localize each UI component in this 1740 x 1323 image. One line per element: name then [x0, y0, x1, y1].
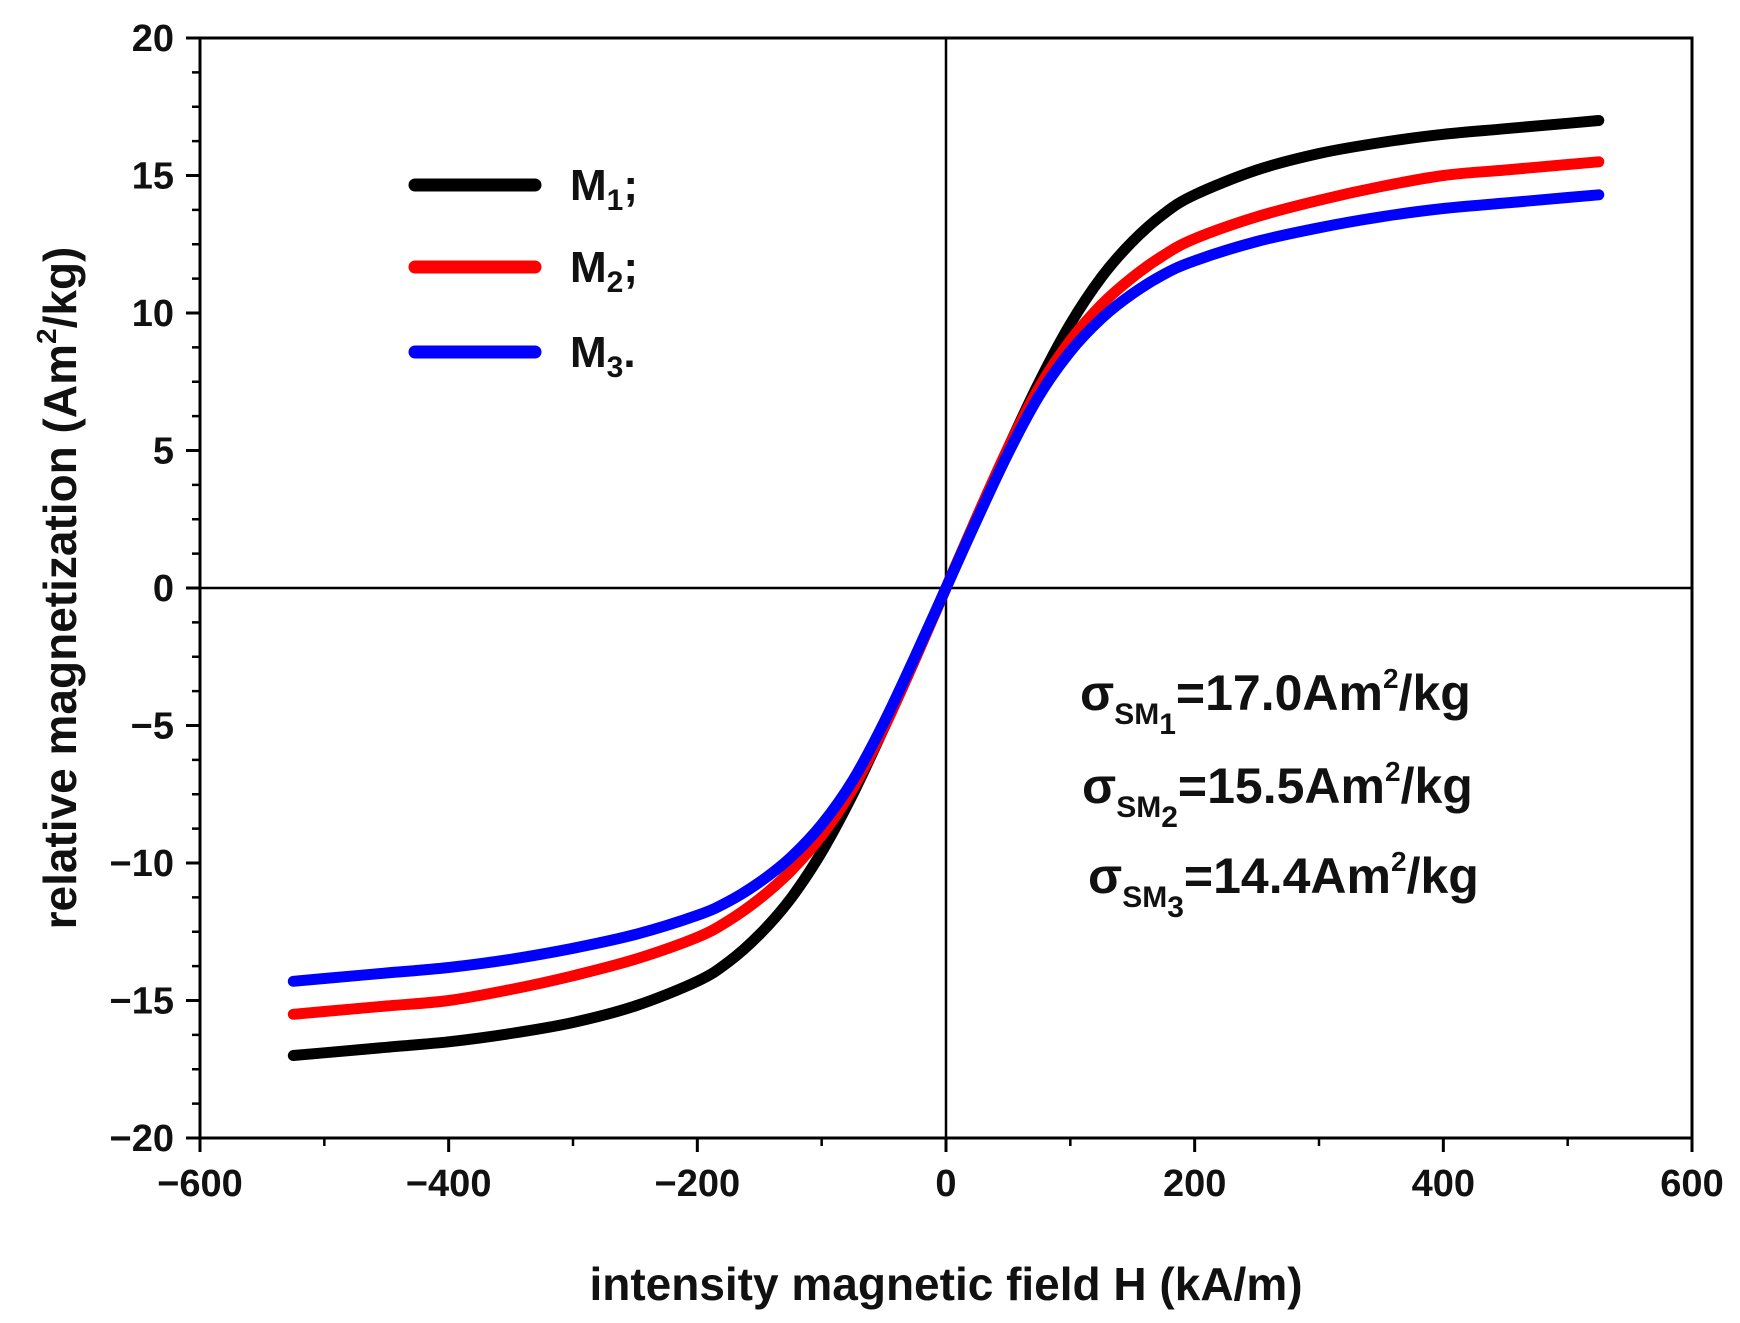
x-tick-label: 400 [1412, 1163, 1475, 1205]
annotation-sigma-sm2: σSM2=15.5Am2/kg [1082, 756, 1473, 834]
legend-label-m3: M3. [570, 328, 636, 384]
x-tick-label: −200 [655, 1163, 741, 1205]
legend-label-m1: M1; [570, 161, 638, 217]
y-tick-label: −5 [131, 706, 174, 748]
saturation-annotations: σSM1=17.0Am2/kg σSM2=15.5Am2/kg σSM3=14.… [1080, 663, 1479, 924]
series-layer [287, 115, 1605, 1061]
axis-ticks: −600 −400 −200 0 200 400 600 −20 −15 −10 −5 0 5 10 15 2… [110, 18, 1724, 1205]
y-tick-label: −20 [110, 1118, 174, 1160]
y-axis-title: relative magnetization (Am2/kg) [31, 247, 86, 930]
annotation-sigma-sm1: σSM1=17.0Am2/kg [1080, 663, 1471, 741]
x-tick-label: −600 [157, 1163, 243, 1205]
y-tick-label: 10 [132, 293, 174, 335]
y-tick-label: 20 [132, 18, 174, 60]
x-tick-label: −400 [406, 1163, 492, 1205]
annotation-sigma-sm3: σSM3=14.4Am2/kg [1088, 846, 1479, 924]
y-tick-label: −10 [110, 843, 174, 885]
x-tick-label: 600 [1660, 1163, 1723, 1205]
y-tick-label: 5 [153, 431, 174, 473]
y-tick-label: −15 [110, 981, 174, 1023]
y-tick-label: 0 [153, 568, 174, 610]
series-line-m3 [287, 189, 1605, 987]
legend: M1; M2; M3. [408, 161, 638, 384]
x-axis-title: intensity magnetic field H (kA/m) [589, 1258, 1302, 1310]
x-tick-label: 0 [935, 1163, 956, 1205]
x-tick-label: 200 [1163, 1163, 1226, 1205]
legend-label-m2: M2; [570, 243, 638, 299]
y-tick-label: 15 [132, 156, 174, 198]
